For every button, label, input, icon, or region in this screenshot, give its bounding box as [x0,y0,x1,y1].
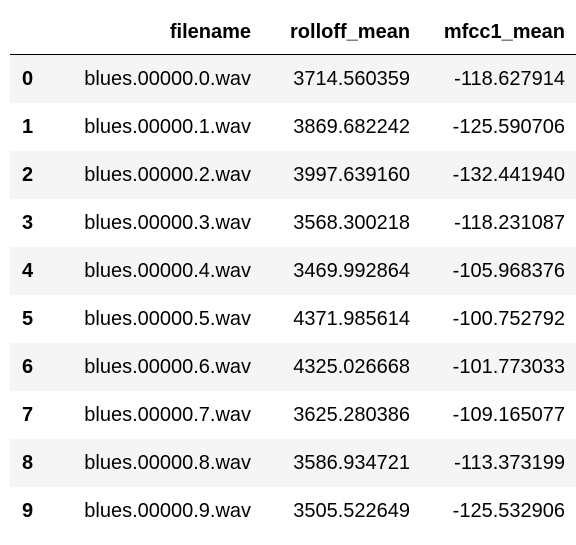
index-header [10,10,51,55]
row-index: 8 [22,451,34,474]
cell-rolloff-mean: 4325.026668 [293,355,411,378]
cell-filename: blues.00000.3.wav [84,211,252,234]
table-row: 4 blues.00000.4.wav 3469.992864 -105.968… [10,247,576,295]
cell-filename: blues.00000.6.wav [84,355,252,378]
cell-mfcc1-mean: -125.590706 [452,115,565,138]
cell-rolloff-mean: 3714.560359 [293,67,411,90]
table-row: 3 blues.00000.3.wav 3568.300218 -118.231… [10,199,576,247]
cell-mfcc1-mean: -105.968376 [452,259,565,282]
cell-rolloff-mean: 4371.985614 [293,307,411,330]
row-index: 9 [22,499,34,522]
cell-mfcc1-mean: -101.773033 [452,355,565,378]
cell-filename: blues.00000.4.wav [84,259,252,282]
row-index: 1 [22,115,34,138]
header-row: filename rolloff_mean mfcc1_mean [10,10,576,55]
cell-mfcc1-mean: -100.752792 [452,307,565,330]
table-row: 7 blues.00000.7.wav 3625.280386 -109.165… [10,391,576,439]
cell-mfcc1-mean: -118.231087 [454,211,565,234]
row-index: 7 [22,403,34,426]
row-index: 3 [22,211,34,234]
cell-mfcc1-mean: -113.373199 [454,451,565,474]
column-header-filename: filename [50,10,263,55]
row-index: 6 [22,355,34,378]
cell-filename: blues.00000.7.wav [84,403,252,426]
table-body: 0 blues.00000.0.wav 3714.560359 -118.627… [10,54,576,535]
dataframe-output: filename rolloff_mean mfcc1_mean 0 blues… [10,10,576,535]
table-row: 6 blues.00000.6.wav 4325.026668 -101.773… [10,343,576,391]
cell-rolloff-mean: 3586.934721 [293,451,411,474]
cell-mfcc1-mean: -132.441940 [452,163,565,186]
cell-filename: blues.00000.9.wav [84,499,252,522]
cell-rolloff-mean: 3869.682242 [293,115,411,138]
cell-filename: blues.00000.1.wav [84,115,252,138]
table-header: filename rolloff_mean mfcc1_mean [10,10,576,55]
cell-mfcc1-mean: -118.627914 [454,67,565,90]
cell-rolloff-mean: 3505.522649 [293,499,411,522]
table-row: 5 blues.00000.5.wav 4371.985614 -100.752… [10,295,576,343]
table-row: 2 blues.00000.2.wav 3997.639160 -132.441… [10,151,576,199]
cell-rolloff-mean: 3997.639160 [293,163,411,186]
column-header-mfcc1-mean: mfcc1_mean [421,10,576,55]
cell-rolloff-mean: 3568.300218 [293,211,411,234]
table-row: 9 blues.00000.9.wav 3505.522649 -125.532… [10,487,576,535]
dataframe-table: filename rolloff_mean mfcc1_mean 0 blues… [10,10,576,535]
cell-filename: blues.00000.8.wav [84,451,252,474]
column-header-rolloff-mean: rolloff_mean [262,10,422,55]
cell-filename: blues.00000.2.wav [84,163,252,186]
row-index: 0 [22,67,34,90]
row-index: 2 [22,163,34,186]
table-row: 0 blues.00000.0.wav 3714.560359 -118.627… [10,54,576,103]
cell-mfcc1-mean: -125.532906 [452,499,565,522]
cell-filename: blues.00000.0.wav [84,67,252,90]
cell-mfcc1-mean: -109.165077 [452,403,565,426]
cell-rolloff-mean: 3625.280386 [293,403,411,426]
table-row: 8 blues.00000.8.wav 3586.934721 -113.373… [10,439,576,487]
cell-rolloff-mean: 3469.992864 [293,259,411,282]
table-row: 1 blues.00000.1.wav 3869.682242 -125.590… [10,103,576,151]
row-index: 4 [22,259,34,282]
row-index: 5 [22,307,34,330]
cell-filename: blues.00000.5.wav [84,307,252,330]
